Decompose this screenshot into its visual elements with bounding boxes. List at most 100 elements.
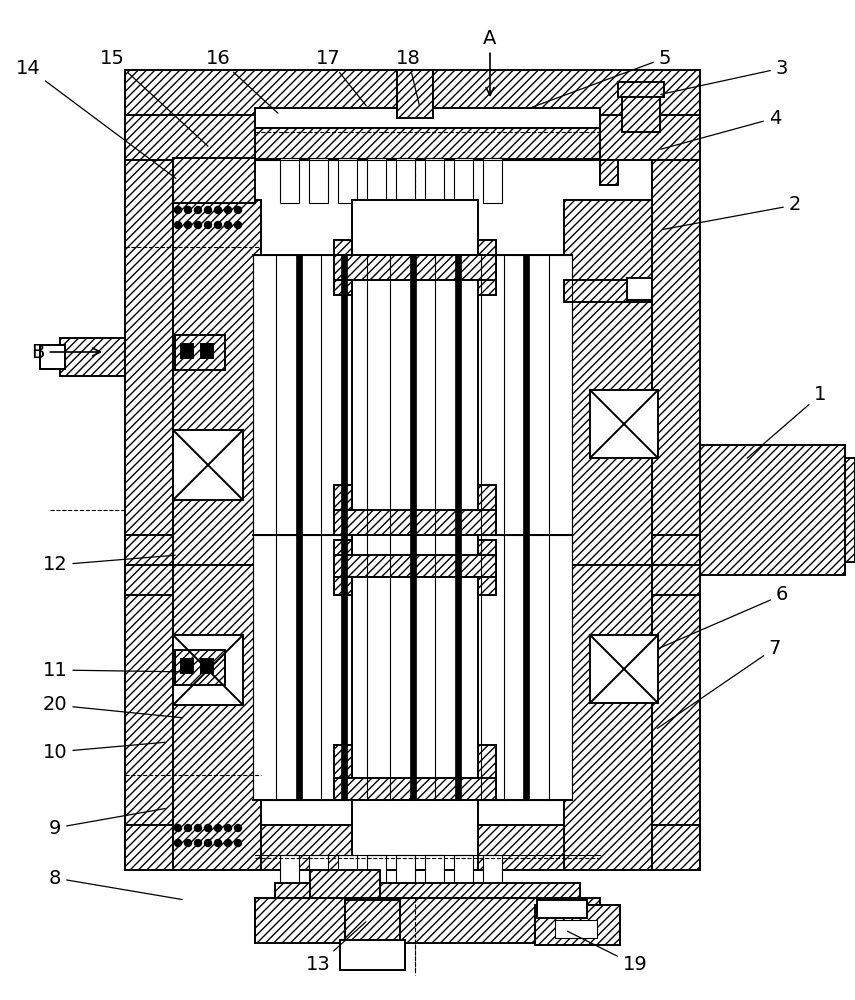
Bar xyxy=(627,278,652,300)
Circle shape xyxy=(234,840,241,846)
Circle shape xyxy=(225,840,232,846)
Bar xyxy=(309,158,328,203)
Circle shape xyxy=(215,207,221,214)
Bar xyxy=(280,855,299,898)
Bar xyxy=(334,255,496,280)
Circle shape xyxy=(185,840,192,846)
Circle shape xyxy=(174,840,181,846)
Circle shape xyxy=(204,824,211,832)
Bar xyxy=(334,510,496,535)
Bar xyxy=(175,650,225,685)
Bar xyxy=(280,158,299,203)
Text: 19: 19 xyxy=(568,931,647,974)
Bar xyxy=(352,535,478,870)
Text: 12: 12 xyxy=(43,555,175,574)
Bar xyxy=(125,70,700,115)
Text: B: B xyxy=(32,342,100,361)
Bar xyxy=(454,855,473,898)
Text: 20: 20 xyxy=(43,696,182,718)
Text: 13: 13 xyxy=(305,922,366,974)
Bar xyxy=(535,905,620,945)
Bar xyxy=(334,485,352,535)
Bar xyxy=(125,595,173,870)
Bar xyxy=(125,115,700,160)
Bar xyxy=(478,745,496,800)
Bar xyxy=(341,535,347,800)
Circle shape xyxy=(225,207,232,214)
Text: 8: 8 xyxy=(49,868,182,900)
Text: 4: 4 xyxy=(661,108,781,149)
Bar xyxy=(523,535,529,800)
Bar xyxy=(352,200,478,535)
Text: 18: 18 xyxy=(396,48,421,105)
Bar xyxy=(255,898,600,943)
Text: 3: 3 xyxy=(661,58,788,94)
Bar xyxy=(345,900,400,970)
Bar xyxy=(334,555,496,577)
Text: 14: 14 xyxy=(15,58,176,178)
Bar xyxy=(334,778,496,800)
Circle shape xyxy=(204,840,211,846)
Bar xyxy=(478,240,496,295)
Bar xyxy=(590,390,658,458)
Bar xyxy=(425,855,444,898)
Bar xyxy=(454,158,473,203)
Bar xyxy=(622,90,660,132)
Bar xyxy=(253,255,572,535)
Bar xyxy=(397,70,433,118)
Bar xyxy=(338,158,357,203)
Bar xyxy=(396,158,415,203)
Bar xyxy=(340,940,405,970)
Bar xyxy=(341,255,347,535)
Text: 17: 17 xyxy=(315,48,366,106)
Bar xyxy=(410,255,416,535)
Bar xyxy=(455,535,461,800)
Bar xyxy=(478,540,496,595)
Text: A: A xyxy=(483,28,497,95)
Bar xyxy=(125,535,700,565)
Text: 16: 16 xyxy=(205,48,278,113)
Circle shape xyxy=(234,824,241,832)
Bar xyxy=(201,344,213,358)
Circle shape xyxy=(215,222,221,229)
Bar xyxy=(173,158,255,203)
Text: 1: 1 xyxy=(747,385,826,458)
Circle shape xyxy=(194,222,202,229)
Bar xyxy=(253,535,572,800)
Bar xyxy=(255,108,600,128)
Bar xyxy=(652,595,700,870)
Bar xyxy=(590,635,658,703)
Bar xyxy=(173,565,261,870)
Circle shape xyxy=(174,222,181,229)
Circle shape xyxy=(215,840,221,846)
Bar xyxy=(309,855,328,898)
Bar xyxy=(173,430,243,500)
Bar xyxy=(310,870,380,898)
Bar xyxy=(125,825,700,870)
Circle shape xyxy=(185,824,192,832)
Bar xyxy=(296,535,302,800)
Bar xyxy=(483,158,502,203)
Bar xyxy=(367,158,386,203)
Bar xyxy=(255,115,600,160)
Bar xyxy=(181,344,193,358)
Bar xyxy=(618,82,664,97)
Circle shape xyxy=(234,222,241,229)
Bar xyxy=(173,635,243,705)
Text: 6: 6 xyxy=(657,585,788,649)
Bar xyxy=(483,855,502,898)
Bar xyxy=(296,255,302,535)
Circle shape xyxy=(215,824,221,832)
Bar xyxy=(555,920,597,938)
Bar xyxy=(600,160,618,185)
Text: 15: 15 xyxy=(99,48,208,146)
Circle shape xyxy=(194,840,202,846)
Bar xyxy=(425,158,444,203)
Bar xyxy=(125,565,700,595)
Bar xyxy=(338,855,357,898)
Text: 7: 7 xyxy=(657,639,781,728)
Circle shape xyxy=(174,207,181,214)
Circle shape xyxy=(234,207,241,214)
Text: 2: 2 xyxy=(663,196,801,229)
Text: 10: 10 xyxy=(43,742,165,762)
